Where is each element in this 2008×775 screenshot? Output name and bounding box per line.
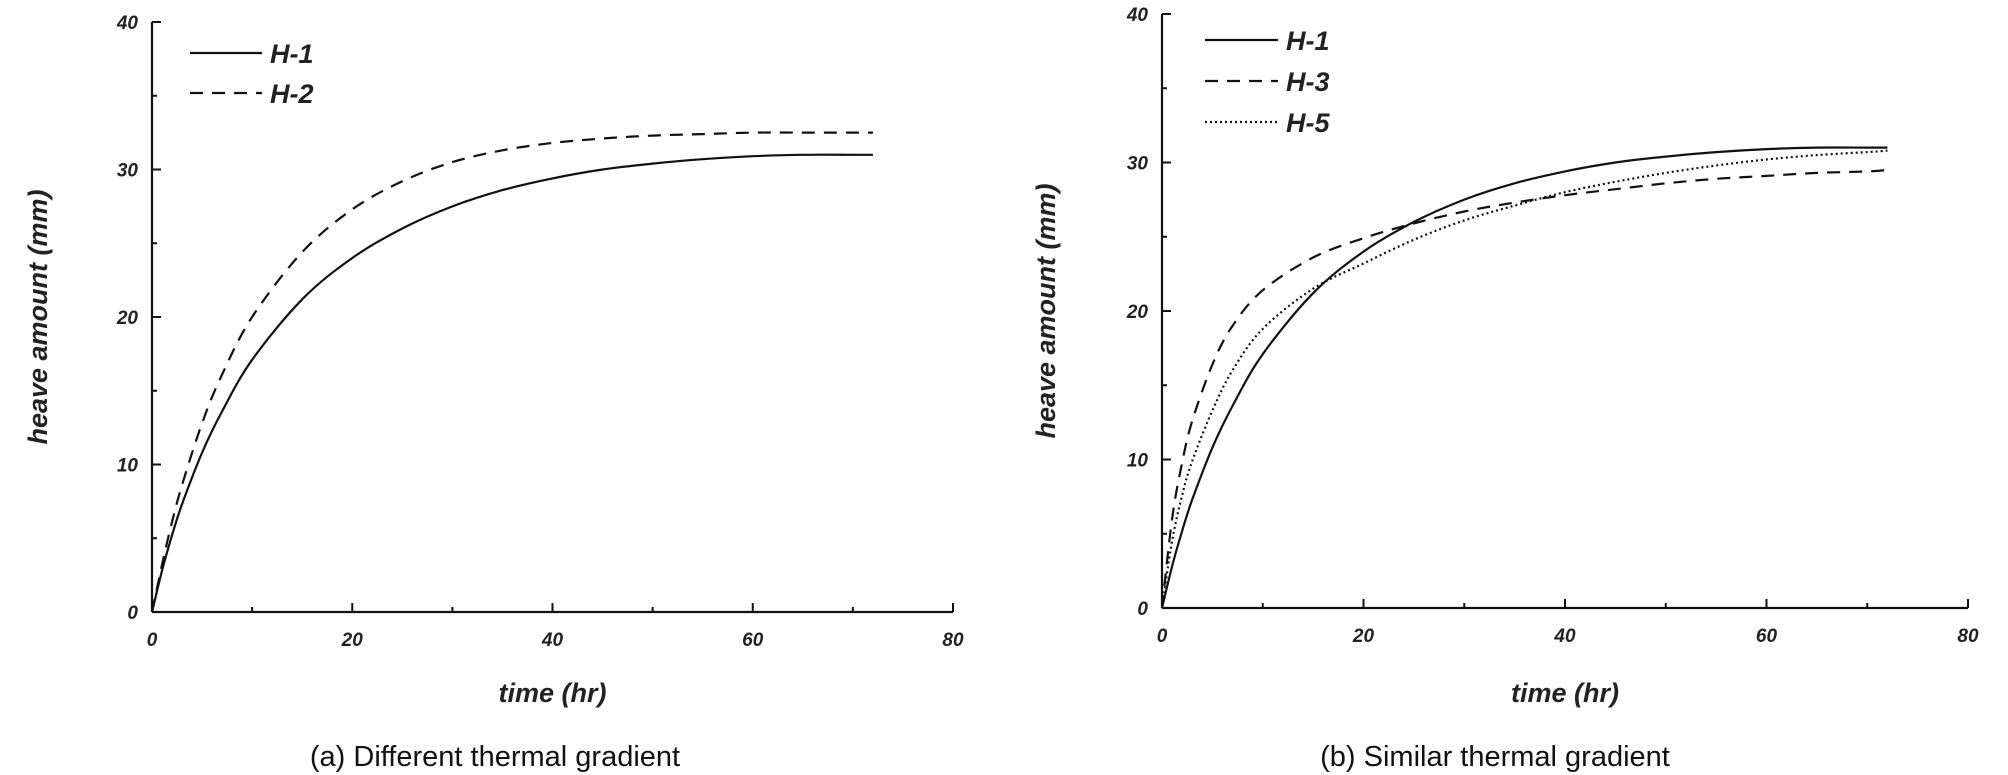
x-tick-label: 80 <box>1957 626 1979 647</box>
legend-label-h-2: H-2 <box>270 79 314 109</box>
y-tick-label: 0 <box>127 603 138 624</box>
y-tick-label: 40 <box>1126 5 1149 26</box>
x-axis-label: time (hr) <box>499 678 607 708</box>
x-tick-label: 60 <box>742 630 764 651</box>
chart-caption: (b) Similar thermal gradient <box>1320 741 1670 773</box>
y-axis-label: heave amount (mm) <box>23 189 53 444</box>
chart-a: 0 20 40 60 80 0 10 20 30 40 time (hr) heave amount … <box>23 13 964 773</box>
series-line-h-3 <box>1160 168 1888 609</box>
chart-caption: (a) Different thermal gradient <box>310 741 680 773</box>
x-tick-label: 80 <box>942 630 964 651</box>
y-tick-label: 30 <box>1127 154 1149 175</box>
y-axis-label: heave amount (mm) <box>1031 183 1061 438</box>
legend-label-h-1: H-1 <box>270 39 314 69</box>
y-tick-label: 20 <box>1126 302 1149 323</box>
series-line-h-1 <box>1160 146 1888 609</box>
y-tick-label: 0 <box>1137 599 1148 620</box>
series-line-h-5 <box>1160 149 1888 609</box>
legend-label-h-3: H-3 <box>1286 67 1330 97</box>
x-tick-label: 0 <box>1157 626 1168 647</box>
x-axis-label: time (hr) <box>1511 678 1619 708</box>
series-line-h-2 <box>150 131 873 613</box>
y-tick-label: 30 <box>117 161 139 182</box>
x-tick-label: 20 <box>1352 626 1375 647</box>
series-line-h-1 <box>150 153 873 613</box>
y-tick-label: 40 <box>116 13 139 34</box>
legend-label-h-5: H-5 <box>1286 108 1330 138</box>
x-tick-label: 20 <box>341 630 364 651</box>
x-tick-label: 0 <box>147 630 158 651</box>
x-tick-label: 40 <box>541 630 564 651</box>
chart-b: 0 20 40 60 80 0 10 20 30 40 time (hr) heave amount … <box>1031 5 1979 773</box>
y-tick-label: 10 <box>1127 451 1149 472</box>
x-tick-label: 60 <box>1756 626 1778 647</box>
y-tick-label: 20 <box>116 308 139 329</box>
legend-label-h-1: H-1 <box>1286 26 1330 56</box>
x-tick-label: 40 <box>1553 626 1576 647</box>
y-tick-label: 10 <box>117 456 139 477</box>
